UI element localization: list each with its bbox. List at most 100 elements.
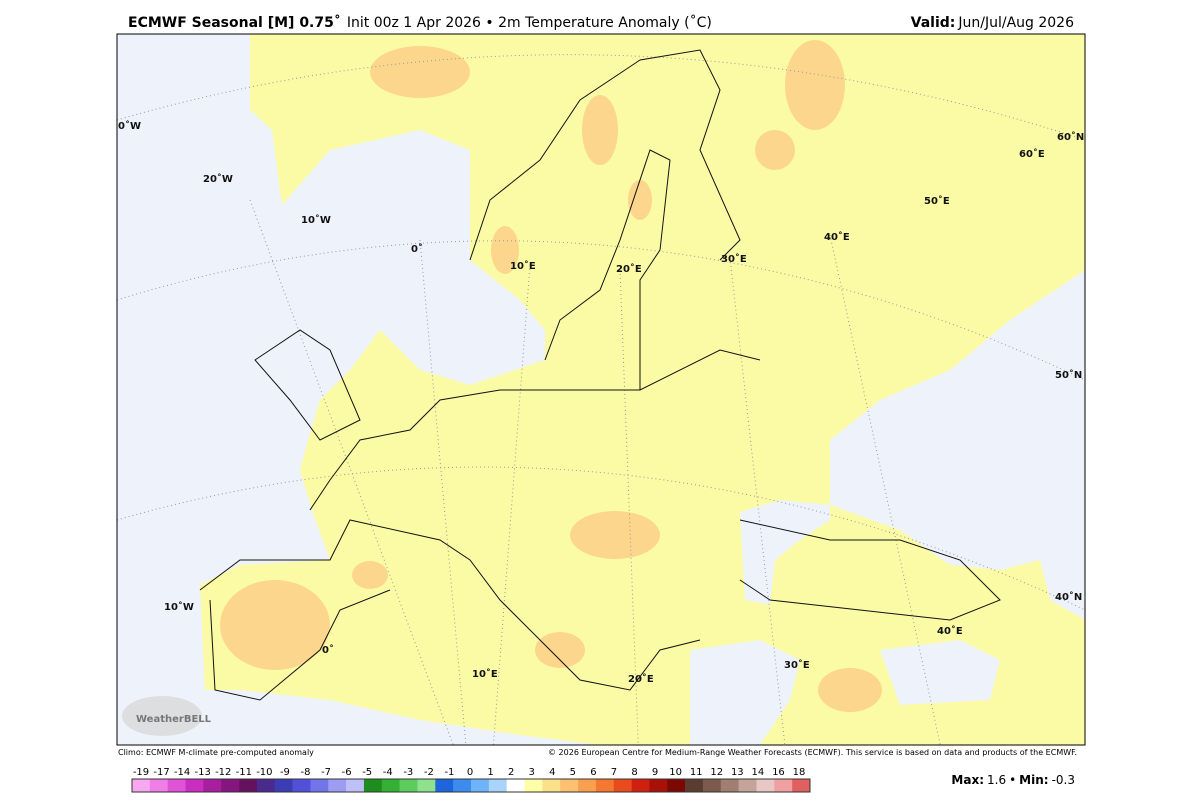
colorbar-label: 3: [529, 767, 535, 778]
colorbar-label: 2: [508, 767, 514, 778]
colorbar-label: -17: [153, 767, 169, 778]
colorbar-swatch: [453, 779, 472, 792]
anomaly-area: [1040, 555, 1085, 620]
colorbar-swatch: [274, 779, 293, 792]
colorbar: -19 -17 -14 -13 -12 -11 -10 -9 -8 -7 -6 -5 -4 -3 -2 -1 0…: [131, 767, 811, 793]
colorbar-swatch: [720, 779, 739, 792]
colorbar-label: -9: [280, 767, 290, 778]
max-label: Max:: [951, 773, 984, 787]
colorbar-swatch: [506, 779, 525, 792]
warm-areas: [220, 40, 882, 712]
colorbar-label: -14: [174, 767, 190, 778]
colorbar-swatch: [149, 779, 168, 792]
colorbar-label: -3: [403, 767, 413, 778]
coastlines: [199, 49, 1001, 701]
map-label: 40˚E: [824, 231, 850, 243]
colorbar-swatch: [132, 779, 151, 792]
colorbar-label: -4: [383, 767, 393, 778]
colorbar-swatch: [203, 779, 222, 792]
colorbar-swatch: [774, 779, 793, 792]
map-label: 20˚E: [628, 673, 654, 685]
anomaly-area: [117, 690, 600, 745]
colorbar-swatch: [578, 779, 597, 792]
map-label: 60˚N: [1057, 131, 1084, 143]
colorbar-label: -1: [444, 767, 454, 778]
map-label: 50˚N: [1055, 369, 1082, 381]
colorbar-label: -13: [195, 767, 211, 778]
colorbar-label: 4: [549, 767, 555, 778]
colorbar-swatch: [346, 779, 365, 792]
colorbar-label: -12: [215, 767, 231, 778]
valid-value: Jun/Jul/Aug 2026: [957, 15, 1074, 31]
copyright: © 2026 European Centre for Medium-Range …: [548, 748, 1077, 757]
colorbar-swatch: [328, 779, 347, 792]
map-frame: [116, 33, 1086, 746]
map-label: 0˚: [411, 243, 423, 255]
logo: WeatherBELL: [136, 714, 212, 725]
colorbar-swatch: [221, 779, 240, 792]
anomaly-area: [880, 640, 1000, 705]
separator: •: [1009, 773, 1016, 787]
min-label: Min:: [1019, 773, 1048, 787]
map-labels: 0˚W 20˚W 10˚W 0˚ 10˚E 20˚E 30˚E 40˚E 50˚…: [118, 120, 1084, 685]
graticule: [117, 54, 1085, 745]
map: [117, 34, 1085, 745]
colorbar-label: -8: [301, 767, 311, 778]
colorbar-label: 14: [752, 767, 765, 778]
colorbar-label: -19: [133, 767, 149, 778]
map-label: 40˚N: [1055, 591, 1082, 603]
colorbar-label: 12: [710, 767, 723, 778]
colorbar-swatch: [542, 779, 561, 792]
map-label: 10˚W: [301, 214, 331, 226]
map-label: 0˚W: [118, 120, 141, 132]
valid-label: Valid:: [911, 15, 956, 31]
colorbar-label: -6: [342, 767, 352, 778]
colorbar-label: 11: [690, 767, 703, 778]
colorbar-label: -5: [362, 767, 372, 778]
colorbar-swatch: [631, 779, 650, 792]
colorbar-swatch: [685, 779, 704, 792]
colorbar-label: 0: [467, 767, 473, 778]
colorbar-label: 18: [793, 767, 806, 778]
colorbar-label: 7: [611, 767, 617, 778]
climo-note: Climo: ECMWF M-climate pre-computed anom…: [118, 748, 314, 757]
colorbar-swatch: [488, 779, 507, 792]
map-label: 30˚E: [784, 659, 810, 671]
title: ECMWF Seasonal [M] 0.75˚ Init 00z 1 Apr 2…: [128, 14, 712, 31]
colorbar-swatch: [417, 779, 436, 792]
colorbar-swatch: [239, 779, 258, 792]
colorbar-swatch: [756, 779, 775, 792]
colorbar-label: -7: [321, 767, 331, 778]
map-label: 20˚E: [616, 263, 642, 275]
colorbar-label: -10: [256, 767, 272, 778]
colorbar-label: 13: [731, 767, 744, 778]
map-label: 60˚E: [1019, 148, 1045, 160]
colorbar-frame: [131, 778, 811, 793]
colorbar-label: 1: [487, 767, 493, 778]
colorbar-swatch: [613, 779, 632, 792]
logo-badge: [122, 696, 202, 736]
colorbar-swatch: [595, 779, 615, 792]
map-label: 40˚E: [937, 625, 963, 637]
title-bold: ECMWF Seasonal [M] 0.75˚: [128, 14, 341, 31]
colorbar-swatch: [256, 779, 276, 792]
colorbar-swatch: [702, 779, 722, 792]
colorbar-swatch: [792, 779, 811, 792]
map-label: 20˚W: [203, 173, 233, 185]
map-label: 10˚W: [164, 601, 194, 613]
map-label: 50˚E: [924, 195, 950, 207]
max-value: 1.6: [987, 773, 1006, 787]
valid: Valid: Jun/Jul/Aug 2026: [911, 15, 1074, 31]
colorbar-swatch: [435, 779, 454, 792]
anomaly-area: [117, 34, 545, 690]
colorbar-swatch: [167, 779, 186, 792]
colorbar-label: -11: [236, 767, 252, 778]
anomaly-area: [740, 270, 1085, 605]
colorbar-swatch: [471, 779, 490, 792]
colorbar-swatch: [524, 779, 543, 792]
colorbar-label: 9: [652, 767, 658, 778]
map-label: 30˚E: [721, 253, 747, 265]
colorbar-swatch: [399, 779, 418, 792]
colorbar-label: 16: [772, 767, 785, 778]
